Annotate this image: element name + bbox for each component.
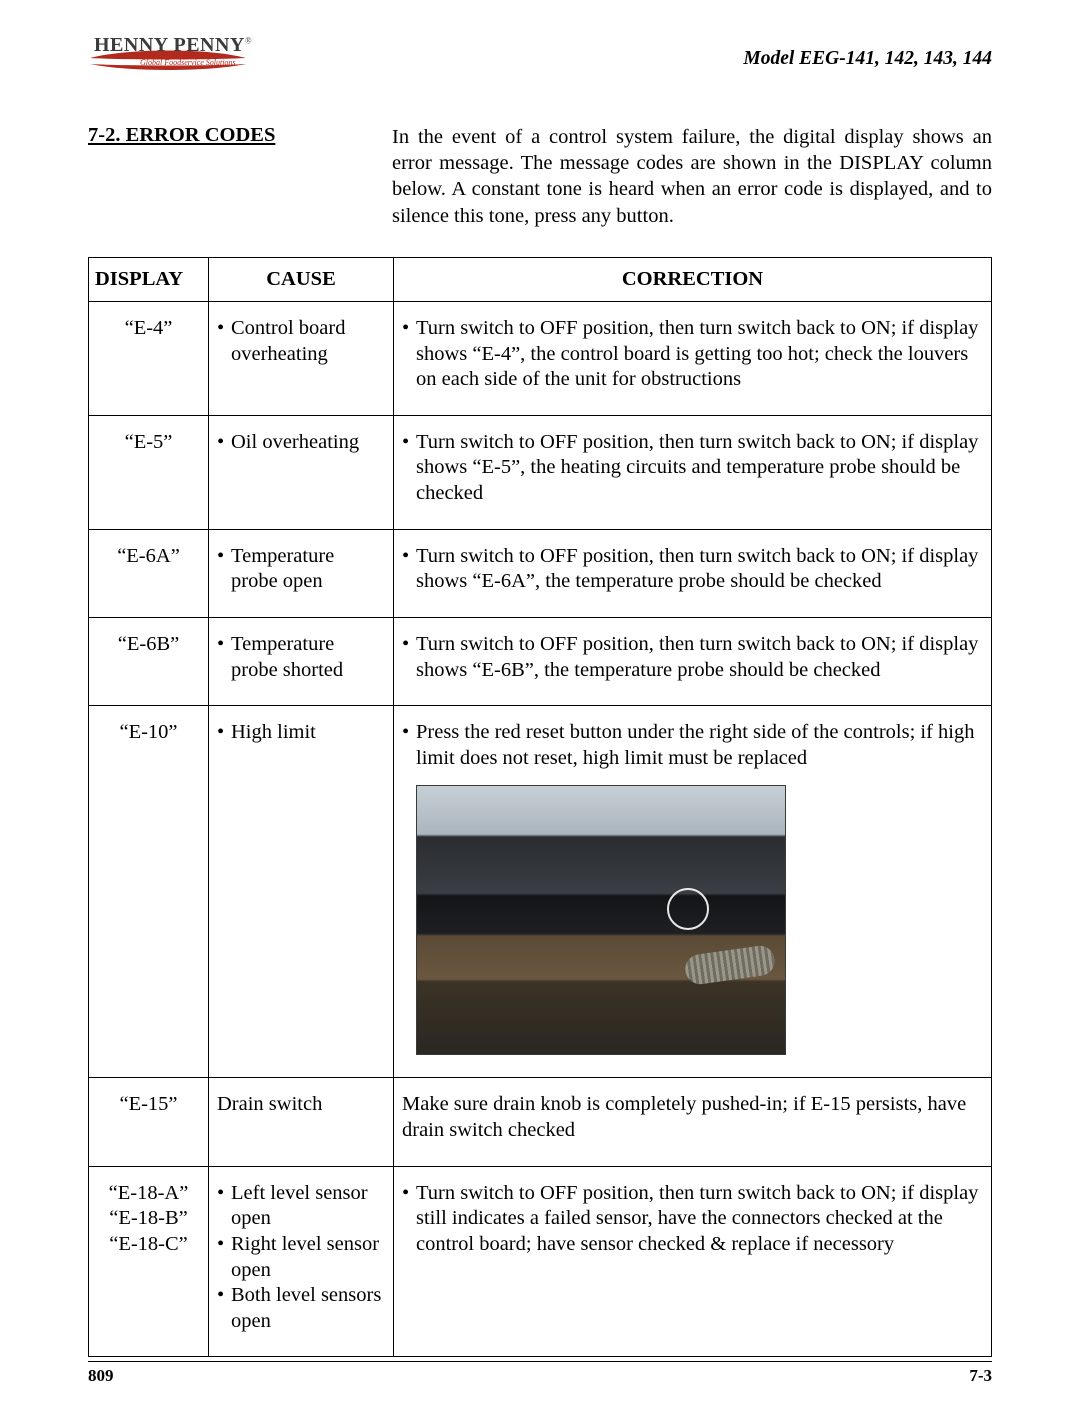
bullet-dot-icon bbox=[402, 632, 416, 658]
henny-penny-logo: HENNY PENNY® Global Foodservice Solution… bbox=[88, 32, 248, 76]
cause-cell: High limit bbox=[209, 706, 394, 1078]
logo-brand-text: HENNY PENNY® bbox=[94, 34, 252, 57]
display-cell: “E-5” bbox=[89, 415, 209, 529]
bullet-dot-icon bbox=[217, 1232, 231, 1258]
bullet-text: Temperature probe shorted bbox=[231, 632, 385, 683]
table-row: “E-6A” Temperature probe open Turn switch … bbox=[89, 529, 992, 617]
logo-brand-name: HENNY PENNY bbox=[94, 34, 245, 56]
bullet-line: Press the red reset button under the rig… bbox=[402, 720, 983, 771]
bullet-text: Turn switch to OFF position, then turn s… bbox=[416, 1181, 983, 1258]
display-cell: “E-15” bbox=[89, 1078, 209, 1166]
section-body: In the event of a control system failure… bbox=[392, 124, 992, 229]
col-header-correction: CORRECTION bbox=[394, 257, 992, 301]
bullet-line: Turn switch to OFF position, then turn s… bbox=[402, 316, 983, 393]
cause-cell: Oil overheating bbox=[209, 415, 394, 529]
bullet-dot-icon bbox=[402, 430, 416, 456]
bullet-line: Turn switch to OFF position, then turn s… bbox=[402, 430, 983, 507]
cause-text: Drain switch bbox=[217, 1092, 385, 1118]
page: HENNY PENNY® Global Foodservice Solution… bbox=[0, 0, 1080, 1406]
table-row: “E-18-A”“E-18-B”“E-18-C”Left level senso… bbox=[89, 1166, 992, 1357]
cause-cell: Temperature probe open bbox=[209, 529, 394, 617]
correction-cell: Turn switch to OFF position, then turn s… bbox=[394, 529, 992, 617]
bullet-text: Temperature probe open bbox=[231, 544, 385, 595]
bullet-dot-icon bbox=[217, 430, 231, 456]
bullet-text: Turn switch to OFF position, then turn s… bbox=[416, 544, 983, 595]
logo-tagline: Global Foodservice Solutions bbox=[140, 58, 236, 67]
bullet-dot-icon bbox=[217, 544, 231, 570]
bullet-line: Control board overheating bbox=[217, 316, 385, 367]
photo-hose-icon bbox=[683, 944, 776, 986]
table-header-row: DISPLAY CAUSE CORRECTION bbox=[89, 257, 992, 301]
col-header-cause: CAUSE bbox=[209, 257, 394, 301]
col-header-display: DISPLAY bbox=[89, 257, 209, 301]
table-row: “E-6B” Temperature probe shorted Turn swit… bbox=[89, 617, 992, 705]
bullet-line: Right level sensor open bbox=[217, 1232, 385, 1283]
logo-registered-mark: ® bbox=[245, 35, 252, 45]
model-number: Model EEG-141, 142, 143, 144 bbox=[743, 32, 992, 70]
bullet-line: Turn switch to OFF position, then turn s… bbox=[402, 632, 983, 683]
display-code: “E-18-A” bbox=[97, 1181, 200, 1207]
correction-cell: Turn switch to OFF position, then turn s… bbox=[394, 301, 992, 415]
bullet-text: Control board overheating bbox=[231, 316, 385, 367]
bullet-dot-icon bbox=[402, 1181, 416, 1207]
bullet-text: High limit bbox=[231, 720, 385, 746]
page-header: HENNY PENNY® Global Foodservice Solution… bbox=[88, 32, 992, 76]
table-row: “E-10” High limit Press the red reset butt… bbox=[89, 706, 992, 1078]
bullet-dot-icon bbox=[217, 1181, 231, 1207]
page-footer: 809 7-3 bbox=[88, 1361, 992, 1386]
cause-cell: Control board overheating bbox=[209, 301, 394, 415]
footer-page-number: 7-3 bbox=[969, 1366, 992, 1386]
bullet-text: Right level sensor open bbox=[231, 1232, 385, 1283]
display-code: “E-18-B” bbox=[97, 1206, 200, 1232]
correction-cell: Press the red reset button under the rig… bbox=[394, 706, 992, 1078]
bullet-dot-icon bbox=[217, 632, 231, 658]
correction-cell: Turn switch to OFF position, then turn s… bbox=[394, 415, 992, 529]
table-row: “E-4” Control board overheating Turn switc… bbox=[89, 301, 992, 415]
bullet-text: Press the red reset button under the rig… bbox=[416, 720, 983, 771]
bullet-dot-icon bbox=[402, 544, 416, 570]
bullet-line: High limit bbox=[217, 720, 385, 746]
bullet-line: Turn switch to OFF position, then turn s… bbox=[402, 544, 983, 595]
bullet-line: Oil overheating bbox=[217, 430, 385, 456]
bullet-text: Turn switch to OFF position, then turn s… bbox=[416, 430, 983, 507]
correction-cell: Turn switch to OFF position, then turn s… bbox=[394, 617, 992, 705]
cause-cell: Left level sensor openRight level sensor… bbox=[209, 1166, 394, 1357]
bullet-dot-icon bbox=[402, 720, 416, 746]
display-cell: “E-6A” bbox=[89, 529, 209, 617]
bullet-line: Both level sensors open bbox=[217, 1283, 385, 1334]
display-cell: “E-18-A”“E-18-B”“E-18-C” bbox=[89, 1166, 209, 1357]
section-heading: 7-2. ERROR CODES bbox=[88, 124, 392, 229]
bullet-dot-icon bbox=[217, 720, 231, 746]
section-intro: 7-2. ERROR CODES In the event of a contr… bbox=[88, 124, 992, 229]
display-cell: “E-10” bbox=[89, 706, 209, 1078]
display-cell: “E-6B” bbox=[89, 617, 209, 705]
bullet-text: Both level sensors open bbox=[231, 1283, 385, 1334]
correction-cell: Make sure drain knob is completely pushe… bbox=[394, 1078, 992, 1166]
cause-cell: Temperature probe shorted bbox=[209, 617, 394, 705]
bullet-line: Turn switch to OFF position, then turn s… bbox=[402, 1181, 983, 1258]
cause-cell: Drain switch bbox=[209, 1078, 394, 1166]
error-codes-table: DISPLAY CAUSE CORRECTION “E-4” Control bo… bbox=[88, 257, 992, 1358]
bullet-dot-icon bbox=[402, 316, 416, 342]
bullet-text: Turn switch to OFF position, then turn s… bbox=[416, 632, 983, 683]
photo-callout-circle-icon bbox=[667, 888, 709, 930]
bullet-line: Temperature probe shorted bbox=[217, 632, 385, 683]
footer-doc-number: 809 bbox=[88, 1366, 114, 1386]
correction-text: Make sure drain knob is completely pushe… bbox=[402, 1092, 983, 1143]
correction-cell: Turn switch to OFF position, then turn s… bbox=[394, 1166, 992, 1357]
bullet-text: Turn switch to OFF position, then turn s… bbox=[416, 316, 983, 393]
display-cell: “E-4” bbox=[89, 301, 209, 415]
table-row: “E-15” Drain switch Make sure drain knob i… bbox=[89, 1078, 992, 1166]
display-code: “E-18-C” bbox=[97, 1232, 200, 1258]
bullet-text: Left level sensor open bbox=[231, 1181, 385, 1232]
bullet-line: Left level sensor open bbox=[217, 1181, 385, 1232]
bullet-text: Oil overheating bbox=[231, 430, 385, 456]
table-row: “E-5” Oil overheating Turn switch to OFF p… bbox=[89, 415, 992, 529]
bullet-dot-icon bbox=[217, 316, 231, 342]
bullet-dot-icon bbox=[217, 1283, 231, 1309]
bullet-line: Temperature probe open bbox=[217, 544, 385, 595]
high-limit-photo bbox=[416, 785, 786, 1055]
